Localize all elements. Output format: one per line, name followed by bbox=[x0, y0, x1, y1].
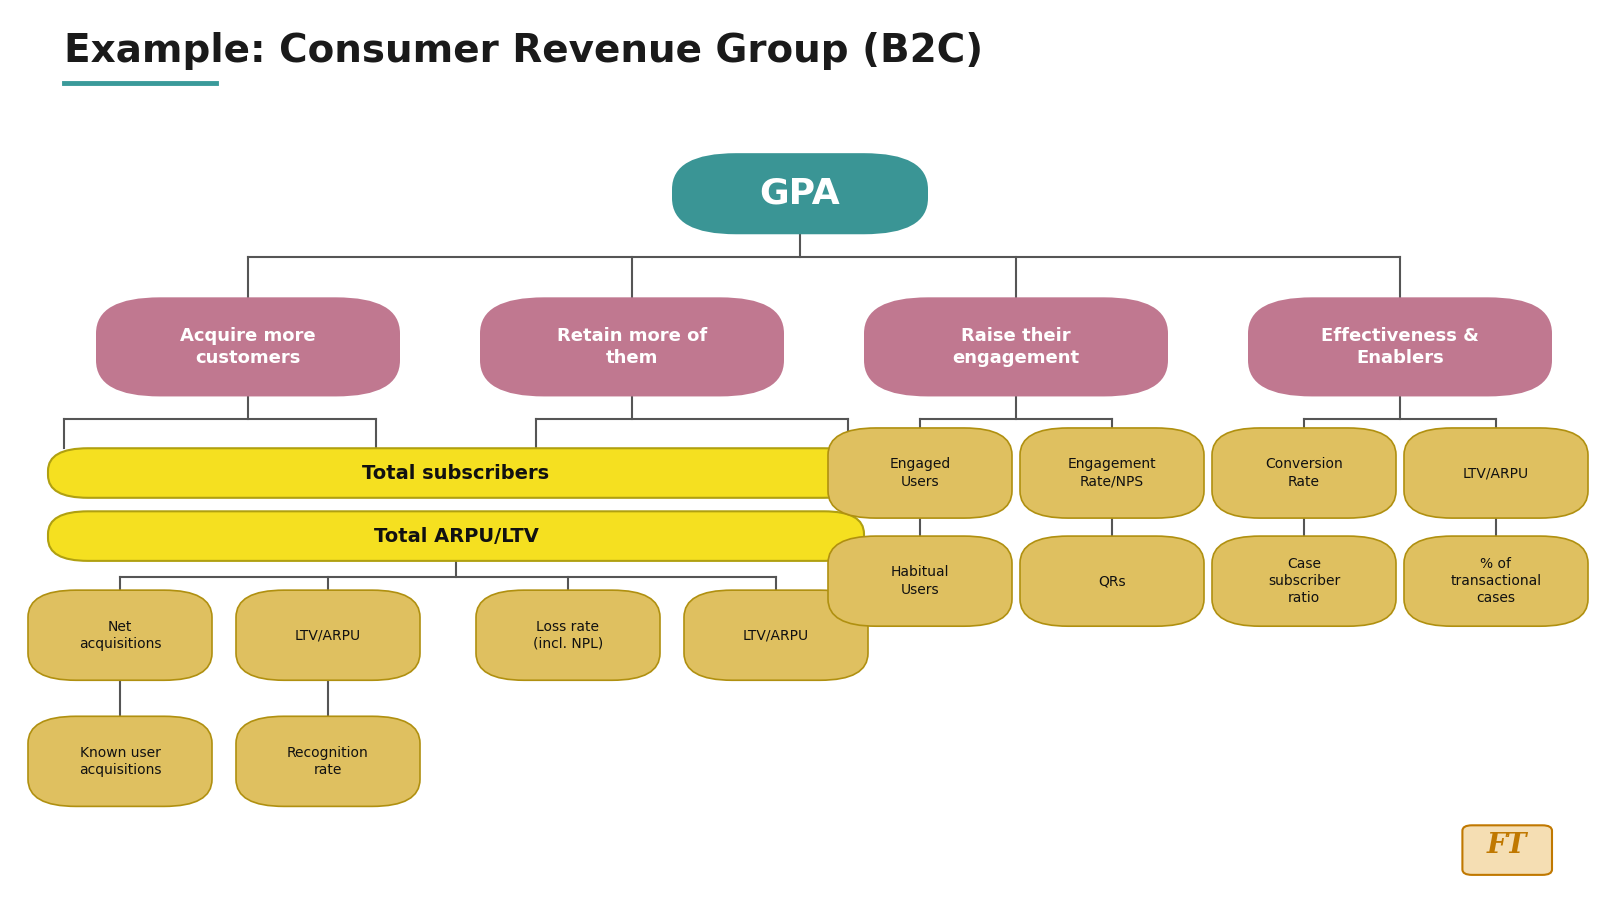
FancyBboxPatch shape bbox=[829, 428, 1011, 518]
FancyBboxPatch shape bbox=[237, 716, 419, 806]
Text: LTV/ARPU: LTV/ARPU bbox=[742, 628, 810, 642]
Text: Engagement
Rate/NPS: Engagement Rate/NPS bbox=[1067, 458, 1157, 488]
Text: Known user
acquisitions: Known user acquisitions bbox=[78, 746, 162, 777]
FancyBboxPatch shape bbox=[477, 590, 661, 680]
Text: Example: Consumer Revenue Group (B2C): Example: Consumer Revenue Group (B2C) bbox=[64, 32, 982, 69]
FancyBboxPatch shape bbox=[685, 590, 867, 680]
Text: Total ARPU/LTV: Total ARPU/LTV bbox=[373, 526, 539, 546]
Text: Loss rate
(incl. NPL): Loss rate (incl. NPL) bbox=[533, 620, 603, 651]
Text: Case
subscriber
ratio: Case subscriber ratio bbox=[1267, 557, 1341, 605]
FancyBboxPatch shape bbox=[829, 536, 1011, 626]
Text: % of
transactional
cases: % of transactional cases bbox=[1451, 557, 1541, 605]
FancyBboxPatch shape bbox=[1405, 428, 1587, 518]
FancyBboxPatch shape bbox=[1213, 536, 1395, 626]
Text: Retain more of
them: Retain more of them bbox=[557, 327, 707, 367]
Text: GPA: GPA bbox=[760, 177, 840, 211]
Text: LTV/ARPU: LTV/ARPU bbox=[294, 628, 362, 642]
Text: Raise their
engagement: Raise their engagement bbox=[952, 327, 1080, 367]
Text: Acquire more
customers: Acquire more customers bbox=[181, 327, 315, 367]
Text: Engaged
Users: Engaged Users bbox=[890, 458, 950, 488]
FancyBboxPatch shape bbox=[237, 590, 419, 680]
FancyBboxPatch shape bbox=[1213, 428, 1395, 518]
Text: LTV/ARPU: LTV/ARPU bbox=[1462, 466, 1530, 480]
Text: FT: FT bbox=[1486, 832, 1528, 859]
FancyBboxPatch shape bbox=[1021, 428, 1205, 518]
FancyBboxPatch shape bbox=[27, 590, 211, 680]
FancyBboxPatch shape bbox=[480, 297, 784, 396]
FancyBboxPatch shape bbox=[1462, 825, 1552, 875]
FancyBboxPatch shape bbox=[672, 153, 928, 234]
FancyBboxPatch shape bbox=[1405, 536, 1587, 626]
Text: Net
acquisitions: Net acquisitions bbox=[78, 620, 162, 651]
FancyBboxPatch shape bbox=[48, 512, 864, 560]
Text: Habitual
Users: Habitual Users bbox=[891, 566, 949, 596]
FancyBboxPatch shape bbox=[1021, 536, 1205, 626]
Text: Total subscribers: Total subscribers bbox=[363, 463, 549, 483]
FancyBboxPatch shape bbox=[864, 297, 1168, 396]
FancyBboxPatch shape bbox=[48, 449, 864, 497]
Text: Recognition
rate: Recognition rate bbox=[286, 746, 370, 777]
FancyBboxPatch shape bbox=[27, 716, 211, 806]
FancyBboxPatch shape bbox=[1248, 297, 1552, 396]
Text: Conversion
Rate: Conversion Rate bbox=[1266, 458, 1342, 488]
Text: QRs: QRs bbox=[1098, 574, 1126, 588]
FancyBboxPatch shape bbox=[96, 297, 400, 396]
Text: Effectiveness &
Enablers: Effectiveness & Enablers bbox=[1322, 327, 1478, 367]
